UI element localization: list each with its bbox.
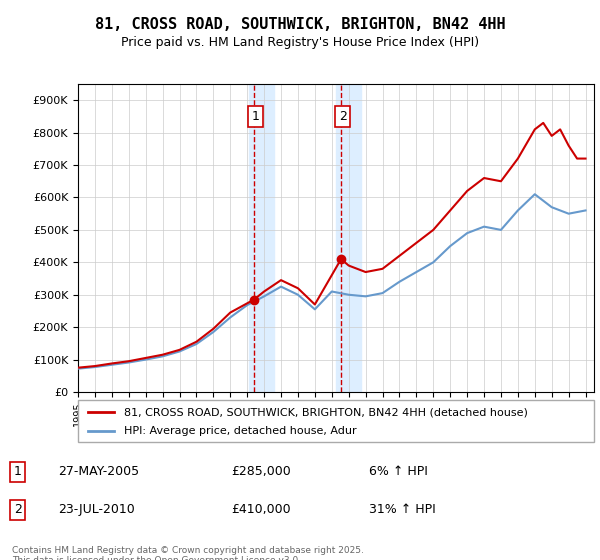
Text: 31% ↑ HPI: 31% ↑ HPI xyxy=(369,503,436,516)
Text: 81, CROSS ROAD, SOUTHWICK, BRIGHTON, BN42 4HH: 81, CROSS ROAD, SOUTHWICK, BRIGHTON, BN4… xyxy=(95,17,505,32)
Text: Price paid vs. HM Land Registry's House Price Index (HPI): Price paid vs. HM Land Registry's House … xyxy=(121,36,479,49)
Text: 1: 1 xyxy=(252,110,260,123)
Bar xyxy=(336,84,361,392)
Text: £285,000: £285,000 xyxy=(231,465,290,478)
Text: 27-MAY-2005: 27-MAY-2005 xyxy=(58,465,139,478)
Text: 23-JUL-2010: 23-JUL-2010 xyxy=(58,503,135,516)
Text: 81, CROSS ROAD, SOUTHWICK, BRIGHTON, BN42 4HH (detached house): 81, CROSS ROAD, SOUTHWICK, BRIGHTON, BN4… xyxy=(124,407,529,417)
Text: 6% ↑ HPI: 6% ↑ HPI xyxy=(369,465,428,478)
Text: 1: 1 xyxy=(14,465,22,478)
Text: 2: 2 xyxy=(339,110,347,123)
Text: HPI: Average price, detached house, Adur: HPI: Average price, detached house, Adur xyxy=(124,426,357,436)
Bar xyxy=(249,84,274,392)
Text: Contains HM Land Registry data © Crown copyright and database right 2025.
This d: Contains HM Land Registry data © Crown c… xyxy=(12,546,364,560)
Text: 2: 2 xyxy=(14,503,22,516)
Text: £410,000: £410,000 xyxy=(231,503,290,516)
FancyBboxPatch shape xyxy=(78,400,594,442)
